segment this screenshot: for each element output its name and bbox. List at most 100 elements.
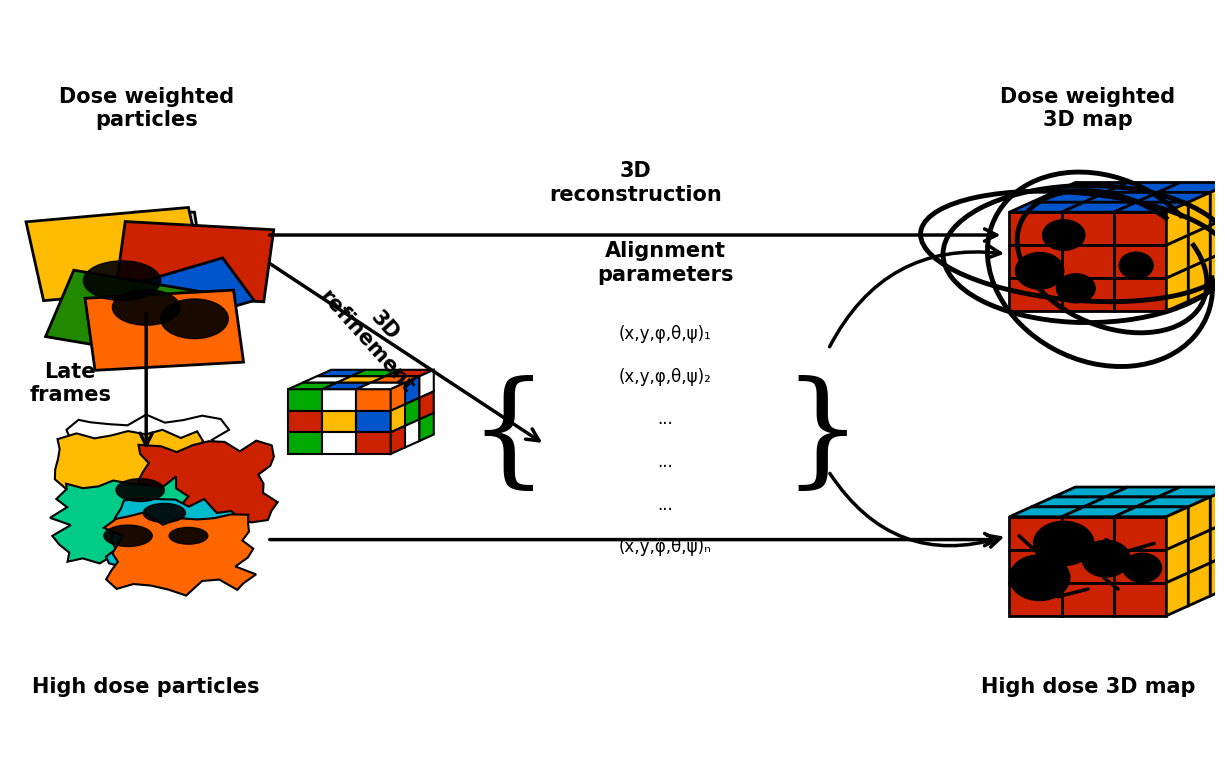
Polygon shape bbox=[1062, 550, 1114, 583]
Polygon shape bbox=[1210, 553, 1225, 596]
Ellipse shape bbox=[160, 299, 228, 338]
Polygon shape bbox=[1009, 202, 1084, 212]
Text: 3D
refinement: 3D refinement bbox=[316, 271, 435, 397]
Polygon shape bbox=[105, 499, 240, 573]
Polygon shape bbox=[337, 377, 385, 383]
Polygon shape bbox=[1188, 225, 1210, 268]
Polygon shape bbox=[391, 404, 405, 433]
Text: }: } bbox=[783, 377, 862, 497]
Polygon shape bbox=[405, 398, 419, 426]
Text: High dose particles: High dose particles bbox=[32, 676, 260, 696]
Polygon shape bbox=[1166, 507, 1188, 550]
Polygon shape bbox=[322, 383, 371, 389]
Polygon shape bbox=[1009, 550, 1062, 583]
Ellipse shape bbox=[113, 289, 180, 325]
Polygon shape bbox=[1210, 249, 1225, 291]
Ellipse shape bbox=[1016, 252, 1063, 289]
Ellipse shape bbox=[1123, 553, 1161, 582]
Polygon shape bbox=[138, 441, 278, 526]
Text: Alignment
parameters: Alignment parameters bbox=[597, 242, 734, 285]
Polygon shape bbox=[1009, 583, 1062, 616]
Polygon shape bbox=[419, 391, 434, 420]
Polygon shape bbox=[1062, 583, 1114, 616]
Polygon shape bbox=[1062, 202, 1136, 212]
Polygon shape bbox=[1009, 507, 1084, 517]
Polygon shape bbox=[391, 383, 405, 411]
Text: (x,y,φ,θ,ψ)ₙ: (x,y,φ,θ,ψ)ₙ bbox=[619, 538, 712, 556]
Text: High dose 3D map: High dose 3D map bbox=[981, 676, 1196, 696]
Polygon shape bbox=[303, 377, 352, 383]
Polygon shape bbox=[1188, 193, 1210, 235]
Polygon shape bbox=[1114, 245, 1166, 278]
Polygon shape bbox=[317, 370, 365, 377]
Text: 3D
reconstruction: 3D reconstruction bbox=[549, 161, 722, 205]
Polygon shape bbox=[1062, 245, 1114, 278]
Ellipse shape bbox=[116, 479, 164, 502]
Ellipse shape bbox=[83, 261, 160, 301]
Ellipse shape bbox=[1009, 555, 1069, 601]
Ellipse shape bbox=[1056, 274, 1095, 303]
Polygon shape bbox=[1114, 517, 1166, 550]
Polygon shape bbox=[322, 411, 356, 433]
Text: (x,y,φ,θ,ψ)₂: (x,y,φ,θ,ψ)₂ bbox=[619, 367, 712, 386]
Polygon shape bbox=[356, 411, 391, 433]
Polygon shape bbox=[1188, 563, 1210, 606]
Text: Dose weighted
particles: Dose weighted particles bbox=[59, 87, 234, 130]
Polygon shape bbox=[1114, 212, 1166, 245]
Ellipse shape bbox=[169, 528, 208, 544]
Polygon shape bbox=[405, 377, 419, 404]
Polygon shape bbox=[85, 290, 244, 370]
Polygon shape bbox=[1114, 507, 1188, 517]
Polygon shape bbox=[1210, 183, 1225, 225]
Polygon shape bbox=[322, 389, 356, 411]
Polygon shape bbox=[1210, 216, 1225, 258]
Polygon shape bbox=[356, 383, 405, 389]
Polygon shape bbox=[1062, 507, 1136, 517]
Polygon shape bbox=[288, 389, 322, 411]
Polygon shape bbox=[55, 430, 216, 527]
Polygon shape bbox=[129, 212, 201, 250]
Polygon shape bbox=[45, 270, 211, 360]
Polygon shape bbox=[50, 476, 198, 564]
Polygon shape bbox=[1084, 193, 1158, 202]
Polygon shape bbox=[1166, 540, 1188, 583]
Text: (x,y,φ,θ,ψ)₁: (x,y,φ,θ,ψ)₁ bbox=[619, 325, 712, 343]
Polygon shape bbox=[1166, 235, 1188, 278]
Polygon shape bbox=[135, 258, 254, 326]
Polygon shape bbox=[1188, 258, 1210, 301]
Polygon shape bbox=[1054, 487, 1128, 497]
Polygon shape bbox=[1009, 517, 1062, 550]
Text: ...: ... bbox=[658, 495, 674, 514]
Text: ...: ... bbox=[658, 453, 674, 471]
Ellipse shape bbox=[1082, 541, 1131, 577]
Polygon shape bbox=[1031, 497, 1106, 507]
Polygon shape bbox=[419, 370, 434, 398]
Ellipse shape bbox=[143, 503, 185, 522]
Polygon shape bbox=[1009, 212, 1062, 245]
Text: Dose weighted
3D map: Dose weighted 3D map bbox=[1001, 87, 1176, 130]
Polygon shape bbox=[1166, 268, 1188, 311]
Polygon shape bbox=[115, 222, 273, 301]
Text: ...: ... bbox=[658, 410, 674, 428]
Polygon shape bbox=[356, 433, 391, 454]
Polygon shape bbox=[65, 415, 236, 510]
Polygon shape bbox=[1062, 212, 1114, 245]
Polygon shape bbox=[1188, 530, 1210, 573]
Polygon shape bbox=[371, 377, 419, 383]
Polygon shape bbox=[1054, 183, 1128, 193]
Ellipse shape bbox=[1120, 252, 1153, 278]
Polygon shape bbox=[1084, 497, 1158, 507]
Polygon shape bbox=[1114, 583, 1166, 616]
Polygon shape bbox=[26, 207, 206, 301]
Polygon shape bbox=[385, 370, 434, 377]
Polygon shape bbox=[322, 433, 356, 454]
Polygon shape bbox=[1188, 497, 1210, 540]
Polygon shape bbox=[1106, 487, 1180, 497]
Polygon shape bbox=[288, 433, 322, 454]
Ellipse shape bbox=[1042, 220, 1085, 250]
Polygon shape bbox=[1158, 183, 1225, 193]
Polygon shape bbox=[1136, 193, 1210, 202]
Polygon shape bbox=[391, 426, 405, 454]
Polygon shape bbox=[1166, 202, 1188, 245]
Polygon shape bbox=[1106, 183, 1180, 193]
